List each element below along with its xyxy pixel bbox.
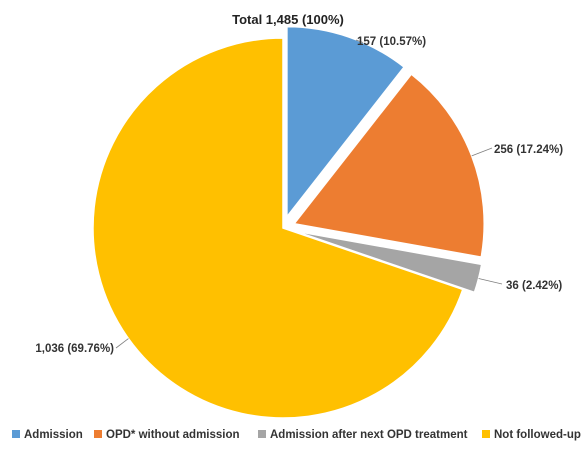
pie-slice-not-followed-up	[92, 37, 464, 419]
pie-slices	[92, 25, 485, 419]
legend-item-admission: Admission	[12, 429, 83, 441]
legend-item-admission-after-next-opd-treatment: Admission after next OPD treatment	[258, 429, 468, 441]
leader-line-opd-without-admission	[471, 147, 493, 157]
data-labels: 157 (10.57%) 256 (17.24%) 36 (2.42%) 1,036 …	[35, 36, 563, 355]
legend-label-not-followed-up: Not followed-up	[494, 429, 581, 441]
data-label-opd-without-admission: 256 (17.24%)	[494, 144, 563, 156]
pie-slice-admission-after-next-opd-treatment	[294, 230, 483, 294]
legend-item-not-followed-up: Not followed-up	[482, 429, 581, 441]
data-label-admission-after-next-opd-treatment: 36 (2.42%)	[506, 280, 562, 292]
legend: Admission OPD* without admission Admission…	[12, 429, 581, 441]
legend-label-admission: Admission	[24, 429, 83, 441]
legend-label-opd-without-admission: OPD* without admission	[106, 429, 240, 441]
legend-swatch-not-followed-up	[482, 430, 490, 438]
pie-slice-admission	[286, 25, 406, 219]
legend-swatch-admission	[12, 430, 20, 438]
leader-line-admission	[355, 39, 364, 43]
chart-title: Total 1,485 (100%)	[232, 12, 344, 27]
legend-item-opd-without-admission: OPD* without admission	[94, 429, 240, 441]
legend-swatch-opd-without-admission	[94, 430, 102, 438]
data-label-admission: 157 (10.57%)	[357, 36, 426, 48]
leader-line-admission-after-next-opd-treatment	[478, 278, 503, 285]
legend-swatch-admission-after-next-opd-treatment	[258, 430, 266, 438]
legend-label-admission-after-next-opd-treatment: Admission after next OPD treatment	[270, 429, 468, 441]
data-label-not-followed-up: 1,036 (69.76%)	[35, 343, 114, 355]
leader-line-not-followed-up	[115, 338, 129, 349]
